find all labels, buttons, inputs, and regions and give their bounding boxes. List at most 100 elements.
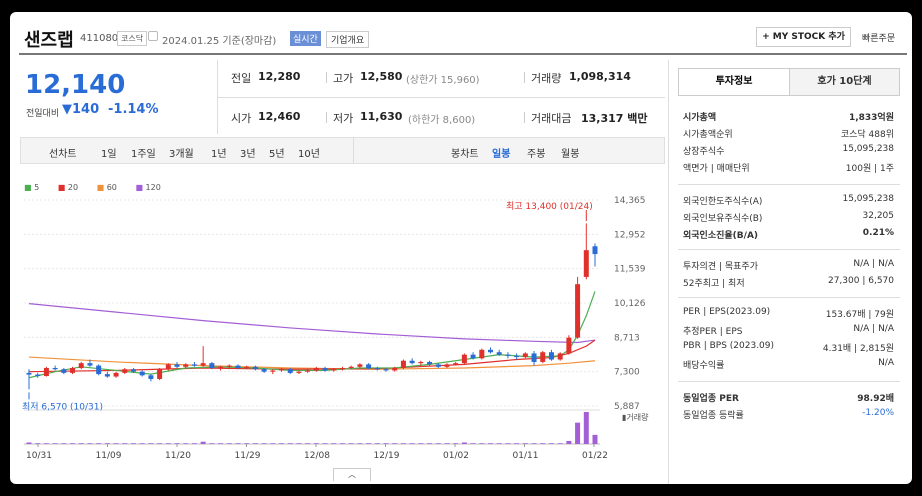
candle-weekly[interactable]: 주봉 (527, 149, 546, 160)
info-label: 투자의견 | 목표주가 (683, 262, 758, 272)
candle-body (548, 352, 554, 360)
candle-body (427, 361, 433, 365)
candle-body (174, 364, 180, 367)
legend-ma120: ■ 120 (135, 183, 161, 192)
y-tick-label: 10,126 (614, 299, 646, 309)
candle-body (183, 364, 189, 367)
price-chart[interactable]: 14,365 12,952 11,539 10,126 8,713 7,300 5,887 1… (10, 192, 670, 472)
y-tick-label: 14,365 (614, 196, 646, 206)
info-label: 동일업종 PER (683, 394, 739, 404)
volume-bar (279, 443, 285, 444)
candle-body (139, 371, 145, 376)
period-1y[interactable]: 1년 (211, 149, 227, 160)
tab-invest-info[interactable]: 투자정보 (679, 69, 790, 95)
high-annotation: 최고 13,400 (01/24) (506, 201, 593, 212)
volume-bar (261, 443, 267, 444)
add-my-stock-button[interactable]: + MY STOCK 추가 (756, 27, 851, 47)
volume-bar (200, 441, 206, 444)
lower-limit: (하한가 8,600) (408, 115, 476, 126)
period-3m[interactable]: 3개월 (169, 149, 194, 160)
volume-bar (557, 443, 563, 444)
volume-label: 거래량 (531, 72, 562, 85)
period-5y[interactable]: 5년 (269, 149, 285, 160)
x-tick-label: 11/09 (96, 451, 122, 461)
volume-bar (418, 443, 424, 444)
candle-body (583, 250, 589, 277)
chart-legend: ■ 5 ■ 20 ■ 60 ■ 120 (24, 183, 177, 192)
info-value: N/A | N/A (853, 259, 894, 269)
candle-body (566, 337, 572, 354)
volume-bar (61, 443, 67, 444)
company-overview-dropdown[interactable]: 기업개요 (326, 31, 370, 48)
info-tabs: 투자정보 호가 10단계 (678, 68, 900, 96)
volume-bar (409, 443, 415, 444)
prev-change-label: 전일대비 (26, 109, 60, 119)
open-label: 시가 (231, 112, 252, 125)
candle-body (540, 352, 546, 362)
y-tick-label: 5,887 (614, 402, 640, 412)
info-label: PBR | BPS (2023.09) (683, 341, 775, 351)
candle-body (470, 354, 476, 359)
separator (326, 72, 327, 83)
realtime-button[interactable]: 실시간 (290, 31, 321, 46)
info-value: 27,300 | 6,570 (827, 276, 894, 286)
candle-body (226, 365, 232, 367)
volume-bar (226, 443, 232, 444)
section-divider (678, 249, 900, 250)
volume-bar (461, 442, 467, 444)
volume-bar (522, 443, 528, 444)
volume-bar (113, 443, 119, 444)
volume-bar (139, 443, 145, 444)
candle-body (557, 353, 563, 360)
volume-bar (575, 422, 581, 444)
collapse-chart-button[interactable]: ︿ (333, 468, 371, 481)
info-value: 코스닥 488위 (840, 130, 894, 140)
volume-bar (52, 443, 58, 444)
candle-body (531, 353, 537, 362)
candle-body (409, 360, 415, 364)
candle-body (261, 369, 267, 372)
tab-orderbook[interactable]: 호가 10단계 (790, 69, 899, 95)
volume-bar (566, 440, 572, 444)
period-1w[interactable]: 1주일 (131, 149, 156, 160)
volume-bar (130, 443, 136, 444)
volume-legend: ▮거래량 (622, 412, 649, 422)
volume-bar (104, 443, 110, 444)
volume-bar (479, 443, 485, 444)
volume-bar (357, 443, 363, 444)
volume-bar (157, 443, 163, 444)
volume-bar (218, 443, 224, 444)
x-tick-label: 10/31 (26, 451, 52, 461)
candle-monthly[interactable]: 월봉 (561, 149, 580, 160)
period-10y[interactable]: 10년 (298, 149, 320, 160)
candle-body (331, 369, 337, 371)
amount-label: 거래대금 (531, 112, 572, 125)
divider (217, 97, 665, 98)
candle-body (200, 363, 206, 366)
x-tick-label: 11/29 (235, 451, 261, 461)
period-1d[interactable]: 1일 (101, 149, 117, 160)
candle-daily[interactable]: 일봉 (492, 149, 511, 160)
volume-bar (305, 443, 311, 444)
separator (524, 72, 525, 83)
info-value: 0.21% (862, 228, 894, 238)
info-value: 32,205 (862, 211, 895, 221)
legend-ma20: ■ 20 (57, 183, 79, 192)
y-tick-label: 12,952 (614, 230, 646, 240)
candle-body (592, 246, 598, 255)
volume-bar (35, 443, 41, 444)
candle-body (357, 364, 363, 367)
candle-body (296, 371, 302, 373)
prev-change-value: ▼140 (62, 102, 100, 117)
quick-order-link[interactable]: 빠른주문 (862, 34, 896, 44)
candle-body (514, 355, 520, 358)
period-3y[interactable]: 3년 (240, 149, 256, 160)
volume-bar (592, 434, 598, 444)
volume-bar (209, 443, 215, 444)
info-value: 15,095,238 (842, 194, 894, 204)
candle-body (104, 374, 110, 377)
volume-bar (183, 443, 189, 444)
current-price: 12,140 (25, 70, 126, 100)
stock-code: 411080 (80, 33, 119, 44)
chart-period-bar: 선차트 1일 1주일 3개월 1년 3년 5년 10년 봉차트 일봉 주봉 월봉 (20, 137, 665, 164)
